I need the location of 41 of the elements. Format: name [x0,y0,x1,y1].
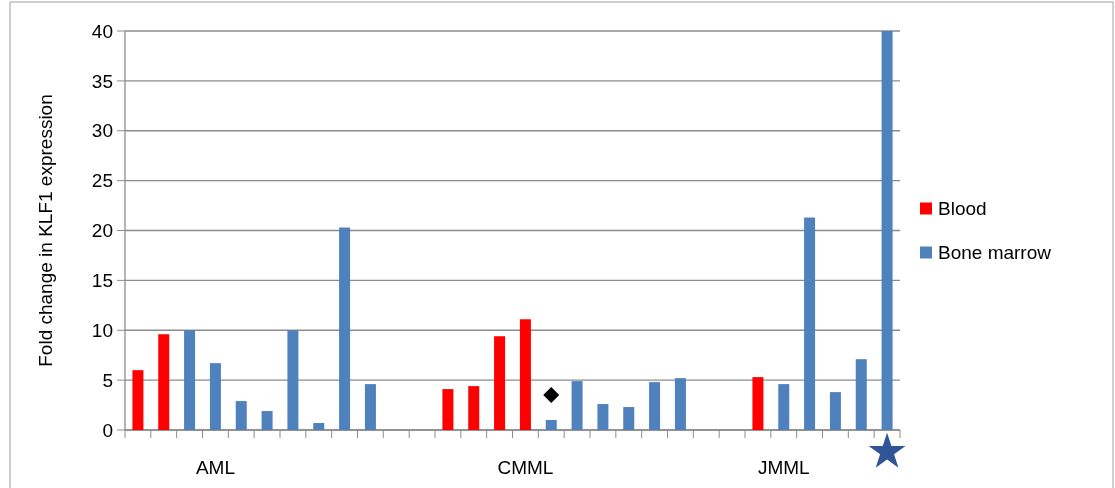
bar [571,381,583,430]
bar [158,334,170,430]
x-tick-label: CMML [497,457,554,478]
bar [519,319,531,430]
y-tick-label: 25 [91,170,113,192]
y-axis-title: Fold change in KLF1 expression [35,94,56,367]
y-tick-label: 0 [102,419,113,441]
bar [623,407,635,430]
bar [442,389,454,430]
bar [597,404,609,430]
y-tick-label: 30 [91,120,113,142]
bar [235,401,247,430]
y-tick-label: 15 [91,270,113,292]
bar [261,411,273,430]
bar [494,336,506,430]
bar [752,377,764,430]
bar [132,370,144,430]
y-tick-label: 40 [91,20,113,42]
bar [184,330,196,430]
bar [339,227,351,430]
y-tick-label: 10 [91,319,113,341]
legend-label: Blood [938,198,987,220]
bar [829,392,841,430]
y-tick-label: 5 [102,369,113,391]
bar [468,386,480,430]
bar [545,420,557,430]
bar [364,384,376,430]
y-tick-label: 20 [91,220,113,242]
bar [287,330,299,430]
x-tick-label: JMML [757,457,810,478]
bar [804,217,816,430]
bar [881,31,893,430]
bar [649,382,661,430]
y-tick-label: 35 [91,70,113,92]
bar [778,384,790,430]
bar [674,378,686,430]
legend-label: Bone marrow [938,242,1052,264]
bar [313,423,325,430]
x-tick-label: AML [195,457,235,478]
bar [855,359,867,430]
bar [209,363,221,430]
